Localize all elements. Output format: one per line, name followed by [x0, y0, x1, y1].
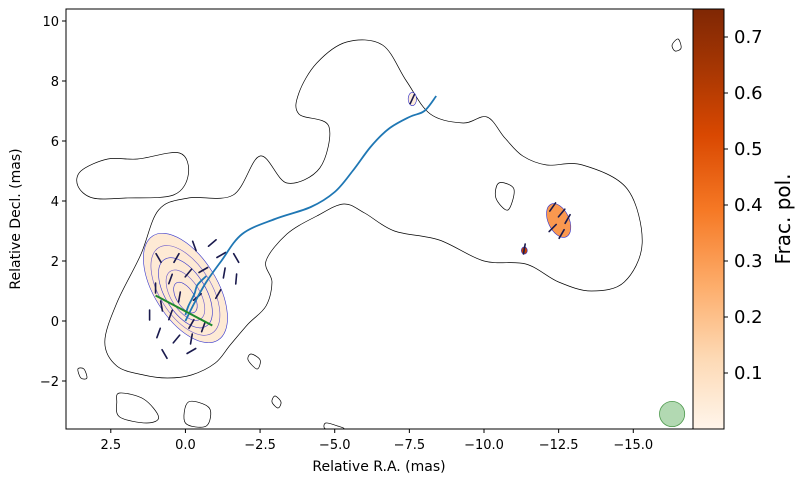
x-tick-label: −12.5: [539, 438, 579, 453]
y-tick-label: 2: [51, 255, 59, 270]
x-tick-label: −7.5: [394, 438, 426, 453]
evpa-vector-18: [188, 318, 195, 330]
evpa-vector-30: [409, 93, 416, 105]
y-tick-label: −2: [40, 375, 59, 390]
y-axis-ticks: −2 0 2 4 6 8 10: [40, 15, 66, 390]
x-tick-label: 0.0: [175, 438, 196, 453]
evpa-vector-5: [232, 252, 240, 264]
evpa-vector-14: [177, 291, 182, 303]
evpa-vector-2: [191, 240, 197, 252]
y-tick-label: 4: [51, 195, 59, 210]
intensity-contour-island-5: [183, 400, 212, 428]
evpa-vector-20: [156, 327, 162, 339]
evpa-vector-6: [234, 273, 238, 285]
x-axis-ticks: 2.5 0.0 −2.5 −5.0 −7.5 −10.0 −12.5 −15.0: [100, 429, 653, 453]
evpa-vector-22: [189, 333, 194, 345]
evpa-vector-26: [557, 208, 566, 218]
evpa-vector-23: [161, 348, 168, 360]
jet-ridge-line: [184, 95, 437, 322]
colorbar-label: Frac. pol.: [771, 173, 795, 264]
colorbar-tick-label: 0.1: [734, 363, 763, 384]
evpa-vector-19: [200, 321, 206, 333]
y-axis-label: Relative Decl. (mas): [8, 148, 24, 289]
x-tick-label: −2.5: [244, 438, 276, 453]
x-tick-label: −15.0: [613, 438, 653, 453]
evpa-vector-28: [548, 223, 558, 233]
ridge-line-layer: [155, 95, 686, 427]
evpa-vector-27: [564, 213, 571, 225]
intensity-contour-island-3: [77, 367, 88, 380]
x-tick-label: 2.5: [100, 438, 121, 453]
intensity-contour-island-0: [76, 152, 189, 200]
colorbar-tick-label: 0.2: [734, 307, 763, 328]
y-tick-label: 10: [42, 15, 59, 30]
x-tick-label: −5.0: [319, 438, 351, 453]
evpa-vector-12: [214, 288, 222, 300]
y-tick-label: 6: [51, 135, 59, 150]
evpa-vector-8: [167, 273, 174, 285]
evpa-vector-31: [522, 243, 526, 255]
y-tick-label: 0: [51, 315, 59, 330]
y-tick-label: 8: [51, 75, 59, 90]
evpa-vector-10: [198, 266, 209, 274]
colorbar-tick-label: 0.5: [734, 139, 763, 160]
evpa-vector-15: [159, 300, 164, 312]
evpa-vector-29: [558, 228, 565, 240]
evpa-vector-25: [549, 202, 557, 212]
plot-area: [76, 38, 686, 429]
colorbar-ticks: 0.1 0.2 0.3 0.4 0.5 0.6 0.7: [724, 27, 763, 384]
core-contour-2: [158, 257, 213, 329]
intensity-contour-outer: [104, 39, 643, 379]
polarized-region-1: [546, 203, 572, 238]
colorbar-tick-label: 0.7: [734, 27, 763, 48]
evpa-vector-9: [184, 268, 193, 278]
evpa-vector-0: [155, 252, 162, 264]
evpa-vector-4: [216, 251, 227, 259]
evpa-vector-11: [222, 267, 226, 279]
evpa-vector-3: [207, 238, 217, 248]
contour-layer: [76, 38, 682, 429]
intensity-contour-island-1: [494, 182, 515, 211]
x-tick-label: −10.0: [464, 438, 504, 453]
colorbar-tick-label: 0.3: [734, 251, 763, 272]
green-direction-line: [155, 294, 213, 327]
intensity-contour-island-2: [671, 38, 682, 52]
evpa-vector-1: [173, 252, 180, 264]
evpa-vector-21: [172, 334, 181, 344]
polarization-layer: [143, 92, 572, 344]
intensity-contour-island-6: [247, 353, 261, 370]
intensity-contour-island-8: [323, 422, 345, 429]
colorbar-tick-label: 0.4: [734, 195, 763, 216]
evpa-vector-24: [186, 347, 197, 355]
beam-circle: [659, 400, 686, 427]
polarized-region-0: [143, 232, 228, 344]
plot-frame: [65, 8, 694, 430]
intensity-contour-island-4: [116, 392, 159, 424]
evpa-vector-layer: [148, 93, 571, 360]
intensity-contour-island-7: [271, 395, 282, 409]
colorbar-gradient: [692, 8, 725, 430]
evpa-vector-17: [167, 309, 174, 321]
colorbar: 0.1 0.2 0.3 0.4 0.5 0.6 0.7 Frac. pol.: [692, 8, 795, 430]
core-contour-1: [150, 245, 221, 336]
colorbar-tick-label: 0.6: [734, 83, 763, 104]
core-ridge-line: [184, 275, 207, 316]
x-axis-label: Relative R.A. (mas): [312, 459, 445, 475]
